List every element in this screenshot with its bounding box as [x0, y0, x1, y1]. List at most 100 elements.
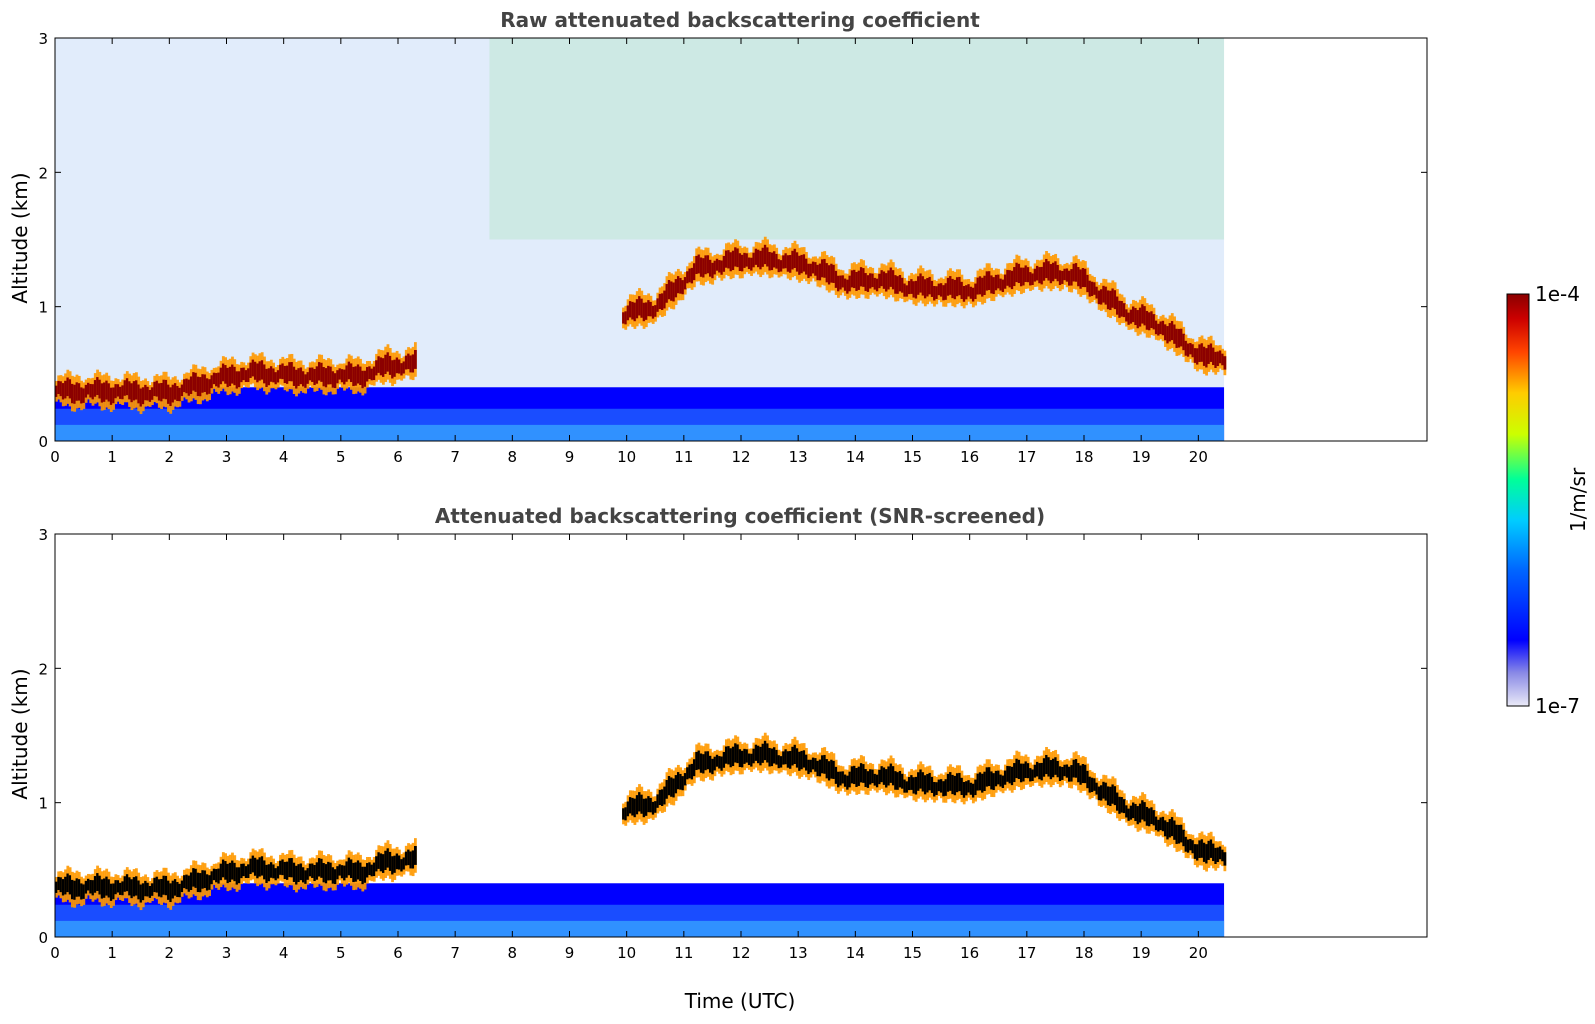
cloud-core — [199, 377, 202, 397]
cloud-core — [1216, 351, 1220, 367]
cloud-core — [89, 879, 93, 894]
cloud-core — [1049, 264, 1053, 284]
cloud-core — [686, 767, 689, 780]
cloud-core — [800, 254, 804, 274]
cloud-core — [112, 883, 115, 900]
cloud-core — [965, 781, 968, 796]
cloud-core — [171, 384, 175, 403]
cloud-core — [686, 271, 689, 284]
cloud-core — [672, 282, 676, 302]
cloud-core — [1166, 326, 1170, 344]
cloud-core — [626, 305, 630, 321]
cloud-core — [750, 257, 753, 271]
cloud-core — [983, 771, 987, 792]
colorbar: 1e-4 1e-7 1/m/sr — [1506, 282, 1590, 718]
cloud-core — [910, 279, 913, 294]
cloud-core — [676, 276, 680, 294]
cloud-core — [960, 281, 964, 299]
cloud-core — [773, 747, 776, 764]
cloud-core — [1033, 764, 1037, 778]
cloud-core — [311, 863, 314, 878]
cloud-core — [640, 298, 644, 318]
cloud-core — [1200, 343, 1204, 362]
cloud-core — [116, 880, 120, 893]
cloud-core — [1015, 262, 1019, 283]
cloud-core — [1136, 806, 1140, 825]
cloud-core — [1079, 269, 1083, 289]
cloud-core — [747, 753, 751, 766]
cloud-core — [327, 861, 330, 881]
cloud-core — [795, 748, 799, 768]
cloud-core — [265, 864, 269, 884]
cloud-core — [770, 252, 774, 271]
cloud-core — [889, 763, 893, 783]
cloud-core — [711, 262, 715, 279]
cloud-core — [288, 362, 292, 382]
cloud-core — [247, 864, 250, 879]
cloud-core — [935, 286, 939, 299]
cloud-core — [706, 255, 710, 274]
cloud-core — [233, 366, 237, 386]
cloud-core — [130, 383, 134, 403]
cloud-core — [814, 262, 817, 276]
cloud-core — [800, 750, 804, 770]
cloud-core — [754, 248, 758, 265]
x-tick-label: 17 — [1017, 944, 1036, 962]
cloud-core — [946, 277, 950, 296]
cloud-core — [873, 773, 877, 786]
cloud-core — [923, 775, 927, 795]
cloud-core — [695, 255, 699, 275]
cloud-core — [1097, 290, 1101, 305]
cloud-core — [880, 270, 884, 287]
cloud-core — [235, 867, 239, 885]
cloud-core — [105, 876, 109, 896]
cloud-core — [361, 866, 365, 885]
cloud-core — [285, 861, 289, 880]
cloud-core — [221, 363, 225, 382]
cloud-core — [66, 873, 70, 893]
cloud-core — [141, 387, 145, 405]
x-tick-label: 20 — [1189, 448, 1208, 466]
x-tick-label: 6 — [393, 448, 403, 466]
cloud-core — [1045, 258, 1048, 279]
cloud-core — [752, 748, 756, 764]
x-tick-label: 17 — [1017, 448, 1036, 466]
x-axis-label-snr: Time (UTC) — [684, 989, 796, 1013]
cloud-core — [183, 379, 186, 393]
colorbar-label: 1/m/sr — [1566, 467, 1590, 532]
cloud-core — [930, 776, 934, 793]
cloud-core — [267, 368, 271, 386]
cloud-core — [64, 876, 67, 895]
cloud-core — [221, 859, 225, 878]
cloud-core — [960, 777, 964, 795]
cloud-core — [1118, 300, 1122, 318]
cloud-core — [299, 863, 303, 881]
cloud-core — [670, 281, 673, 301]
x-tick-label: 6 — [393, 944, 403, 962]
cloud-core — [1127, 808, 1131, 821]
cloud-core — [55, 385, 58, 397]
cloud-core — [1180, 328, 1183, 347]
x-tick-label: 18 — [1074, 448, 1093, 466]
cloud-core — [823, 258, 827, 278]
cloud-core — [841, 275, 845, 288]
cloud-core — [784, 749, 788, 765]
cloud-core — [1084, 764, 1087, 784]
cloud-core — [642, 302, 646, 322]
cloud-core — [144, 880, 147, 897]
cloud-core — [185, 874, 189, 890]
cloud-core — [119, 386, 122, 399]
cloud-core — [281, 363, 285, 380]
cloud-core — [882, 271, 886, 289]
x-tick-label: 3 — [222, 448, 232, 466]
cloud-core — [921, 772, 925, 792]
cloud-core — [757, 745, 760, 764]
cloud-core — [205, 874, 209, 891]
cloud-core — [1113, 786, 1117, 806]
cloud-core — [880, 766, 884, 783]
cloud-core — [978, 276, 982, 295]
cloud-core — [1223, 356, 1227, 370]
y-tick-label: 2 — [38, 660, 48, 678]
cloud-core — [1168, 323, 1172, 342]
cloud-core — [1022, 267, 1026, 286]
